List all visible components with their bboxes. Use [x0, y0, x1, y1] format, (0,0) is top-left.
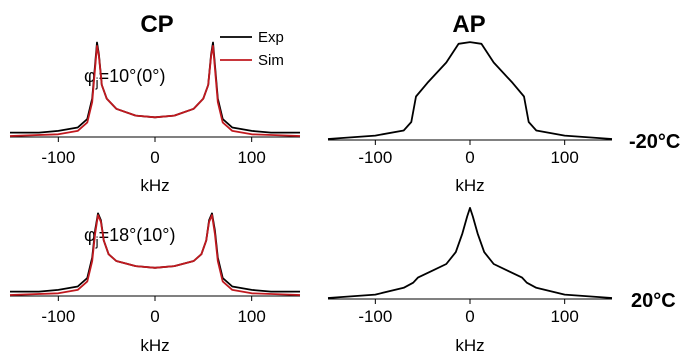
legend-label-exp: Exp: [258, 29, 284, 46]
row-label-minus20: -20°C: [629, 131, 680, 153]
legend-label-sim: Sim: [258, 52, 284, 69]
series-line-exp: [10, 43, 300, 133]
x-tick-label: -100: [41, 307, 75, 326]
x-tick-label: -100: [358, 307, 392, 326]
series-line-spectrum: [328, 208, 612, 298]
x-tick-label: 0: [150, 307, 159, 326]
x-tick-label: 0: [150, 148, 159, 167]
panel-4: -100 0 100 kHz: [328, 208, 612, 355]
legend: Exp Sim: [220, 29, 284, 69]
phi-value: =18°(10°): [99, 225, 176, 245]
panel-2: -100 0 100 kHz: [328, 42, 612, 195]
x-tick-label: 100: [550, 307, 578, 326]
x-tick-label: -100: [41, 148, 75, 167]
annotation-phi-top: φj=10°(0°): [84, 66, 166, 90]
x-tick-label: 100: [550, 148, 578, 167]
annotation-phi-bottom: φj=18°(10°): [84, 225, 176, 249]
x-tick-label: 100: [237, 148, 265, 167]
series-line-spectrum: [328, 42, 612, 139]
x-axis-label: kHz: [455, 176, 484, 195]
phi-value: =10°(0°): [99, 66, 166, 86]
x-tick-label: 0: [465, 307, 474, 326]
x-axis-label: kHz: [455, 336, 484, 355]
column-title-ap: AP: [452, 11, 485, 38]
x-tick-label: 100: [237, 307, 265, 326]
x-tick-label: 0: [465, 148, 474, 167]
row-label-20: 20°C: [631, 290, 676, 312]
series-line-sim: [10, 46, 300, 136]
x-tick-label: -100: [358, 148, 392, 167]
column-title-cp: CP: [140, 11, 173, 38]
x-axis-label: kHz: [140, 176, 169, 195]
x-axis-label: kHz: [140, 336, 169, 355]
